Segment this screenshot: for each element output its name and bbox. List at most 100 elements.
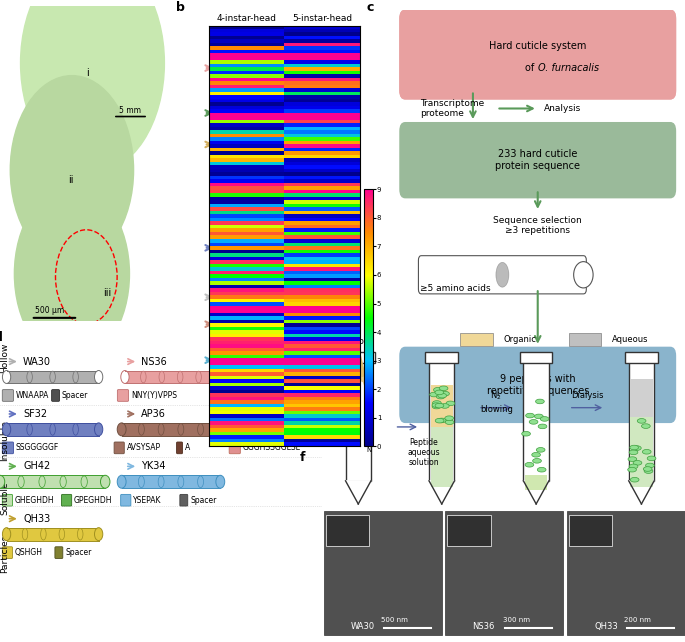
Circle shape bbox=[436, 394, 445, 399]
Ellipse shape bbox=[138, 424, 145, 435]
Text: 233 hard cuticle
protein sequence: 233 hard cuticle protein sequence bbox=[495, 150, 580, 171]
Circle shape bbox=[642, 424, 650, 428]
FancyBboxPatch shape bbox=[229, 442, 240, 454]
Circle shape bbox=[446, 401, 455, 406]
Text: Transcriptome
proteome: Transcriptome proteome bbox=[420, 99, 484, 118]
Ellipse shape bbox=[117, 423, 126, 436]
Circle shape bbox=[536, 399, 545, 404]
Text: Soluble: Soluble bbox=[0, 482, 9, 516]
Text: Spacer: Spacer bbox=[62, 391, 88, 400]
Text: 300 nm: 300 nm bbox=[503, 617, 530, 623]
Ellipse shape bbox=[140, 371, 146, 383]
Text: ≥5 amino acids: ≥5 amino acids bbox=[420, 284, 490, 293]
Text: 200 nm: 200 nm bbox=[624, 617, 651, 623]
Text: 5 mm: 5 mm bbox=[119, 107, 141, 116]
Ellipse shape bbox=[22, 528, 28, 540]
Text: QSHGH: QSHGH bbox=[15, 548, 42, 557]
Circle shape bbox=[630, 478, 639, 482]
Ellipse shape bbox=[95, 528, 103, 541]
Circle shape bbox=[532, 453, 540, 457]
Bar bbox=[520, 352, 553, 363]
Text: Acetone: Acetone bbox=[341, 337, 375, 346]
Ellipse shape bbox=[18, 476, 24, 487]
Text: QH33: QH33 bbox=[594, 621, 618, 630]
Bar bbox=[525, 475, 547, 490]
Ellipse shape bbox=[237, 370, 243, 383]
Circle shape bbox=[438, 394, 447, 398]
Text: GL33: GL33 bbox=[250, 409, 275, 419]
Bar bbox=[342, 352, 375, 363]
Circle shape bbox=[440, 404, 449, 408]
Ellipse shape bbox=[81, 476, 87, 487]
Ellipse shape bbox=[159, 371, 164, 383]
FancyBboxPatch shape bbox=[121, 494, 131, 506]
Circle shape bbox=[439, 386, 448, 390]
Text: NS36: NS36 bbox=[473, 621, 495, 630]
Bar bbox=[125, 370, 217, 383]
Text: AP36: AP36 bbox=[141, 409, 166, 419]
Text: ii: ii bbox=[68, 175, 73, 185]
Bar bbox=[345, 360, 371, 481]
Ellipse shape bbox=[573, 262, 593, 288]
Circle shape bbox=[438, 418, 446, 422]
Ellipse shape bbox=[213, 370, 221, 383]
Text: 500 μm: 500 μm bbox=[35, 306, 64, 315]
Text: GGGHSSGGLSL: GGGHSSGGLSL bbox=[242, 444, 301, 453]
Text: NS36: NS36 bbox=[141, 356, 167, 367]
Text: Insoluble: Insoluble bbox=[0, 420, 9, 461]
Circle shape bbox=[637, 419, 646, 423]
Polygon shape bbox=[629, 481, 654, 504]
Bar bbox=[429, 360, 454, 481]
FancyBboxPatch shape bbox=[399, 122, 676, 198]
Ellipse shape bbox=[27, 424, 32, 435]
Text: i: i bbox=[86, 67, 89, 78]
Circle shape bbox=[534, 414, 543, 419]
Circle shape bbox=[644, 469, 653, 473]
Text: GHEGHDH: GHEGHDH bbox=[15, 496, 54, 505]
Circle shape bbox=[645, 463, 654, 468]
Bar bbox=[523, 360, 549, 481]
Text: WA30: WA30 bbox=[351, 621, 375, 630]
Text: 500 nm: 500 nm bbox=[381, 617, 408, 623]
Ellipse shape bbox=[60, 476, 66, 487]
Text: Dialysis: Dialysis bbox=[571, 391, 603, 400]
Bar bbox=[430, 385, 453, 427]
Circle shape bbox=[628, 457, 637, 462]
Bar bbox=[460, 333, 493, 346]
Ellipse shape bbox=[3, 528, 11, 541]
Bar bbox=[238, 423, 321, 436]
Text: SF32: SF32 bbox=[23, 409, 47, 419]
Bar bbox=[0, 475, 105, 488]
Text: Particles: Particles bbox=[0, 534, 9, 573]
Circle shape bbox=[21, 0, 164, 173]
Ellipse shape bbox=[59, 528, 64, 540]
Ellipse shape bbox=[178, 424, 184, 435]
Ellipse shape bbox=[138, 476, 145, 487]
FancyBboxPatch shape bbox=[399, 347, 676, 423]
FancyBboxPatch shape bbox=[117, 390, 129, 401]
Bar bbox=[430, 427, 453, 487]
Text: f: f bbox=[300, 451, 306, 464]
Ellipse shape bbox=[286, 371, 290, 383]
Bar bbox=[569, 333, 601, 346]
FancyBboxPatch shape bbox=[180, 494, 188, 506]
FancyBboxPatch shape bbox=[2, 390, 14, 401]
Text: VHSAPV: VHSAPV bbox=[242, 391, 273, 400]
Ellipse shape bbox=[50, 371, 55, 383]
Ellipse shape bbox=[121, 370, 129, 383]
Text: blowing: blowing bbox=[479, 404, 512, 413]
Circle shape bbox=[537, 467, 546, 472]
Circle shape bbox=[445, 416, 453, 421]
Text: 9 peptides with
repetitive sequences: 9 peptides with repetitive sequences bbox=[486, 374, 589, 395]
FancyBboxPatch shape bbox=[229, 390, 240, 401]
Bar bbox=[325, 515, 369, 546]
Ellipse shape bbox=[77, 528, 83, 540]
Ellipse shape bbox=[3, 370, 11, 383]
Circle shape bbox=[432, 403, 440, 408]
Ellipse shape bbox=[297, 424, 303, 435]
Circle shape bbox=[647, 456, 656, 461]
Circle shape bbox=[643, 467, 652, 471]
Text: VV30: VV30 bbox=[250, 356, 275, 367]
Text: O. furnacalis: O. furnacalis bbox=[538, 63, 599, 73]
Circle shape bbox=[525, 462, 534, 467]
